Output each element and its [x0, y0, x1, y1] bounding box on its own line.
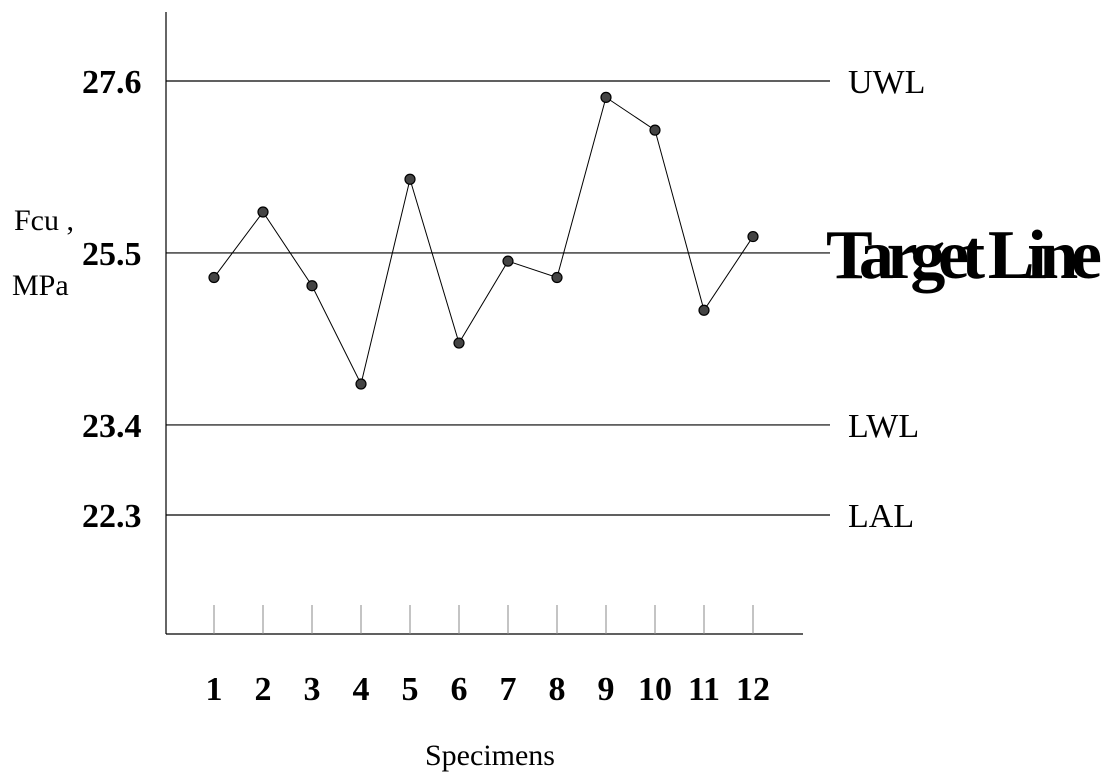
data-point-11	[698, 304, 710, 316]
x-tick-label: 7	[500, 671, 517, 708]
x-tick-label: 4	[353, 671, 370, 708]
data-point-12	[747, 230, 759, 243]
reference-label-target-line: Target Line	[826, 217, 1102, 294]
x-tick-label: 8	[549, 671, 566, 708]
y-tick-label: 27.6	[82, 64, 142, 101]
y-tick-label: 23.4	[82, 408, 142, 445]
data-point-9	[600, 91, 612, 103]
data-point-8	[551, 271, 563, 284]
x-tick-label: 1	[206, 671, 223, 708]
series-line	[213, 96, 754, 386]
reference-label-uwl: UWL	[848, 64, 925, 101]
reference-line-labels: UWL Target Line LWL LAL	[826, 64, 1102, 535]
y-axis-title-line1: Fcu ,	[14, 204, 74, 237]
y-tick-labels: 27.6 25.5 23.4 22.3	[82, 64, 142, 535]
data-point-5	[404, 173, 416, 185]
x-tick-label: 10	[638, 671, 672, 708]
x-axis-title: Specimens	[425, 739, 555, 772]
data-point-6	[453, 337, 465, 349]
reference-lines	[166, 80, 830, 516]
data-point-3	[306, 280, 318, 292]
x-tick-label: 6	[451, 671, 468, 708]
x-tick-label: 9	[598, 671, 615, 708]
data-point-1	[208, 271, 220, 284]
data-points	[208, 91, 759, 390]
x-tick-labels: 1 2 3 4 5 6 7 8 9 10 11 12	[206, 671, 771, 708]
reference-label-lwl: LWL	[848, 408, 919, 445]
y-axis-title-line2: MPa	[12, 269, 69, 302]
data-point-2	[257, 206, 269, 218]
x-tick-label: 11	[688, 671, 720, 708]
x-tick-label: 12	[736, 671, 770, 708]
x-ticks	[213, 605, 754, 634]
data-point-4	[355, 378, 367, 390]
reference-label-lal: LAL	[848, 498, 914, 535]
data-point-7	[502, 255, 514, 267]
x-tick-label: 3	[304, 671, 321, 708]
y-tick-label: 22.3	[82, 498, 142, 535]
x-tick-label: 2	[255, 671, 272, 708]
y-tick-label: 25.5	[82, 236, 142, 273]
x-tick-label: 5	[402, 671, 419, 708]
data-point-10	[649, 124, 661, 136]
